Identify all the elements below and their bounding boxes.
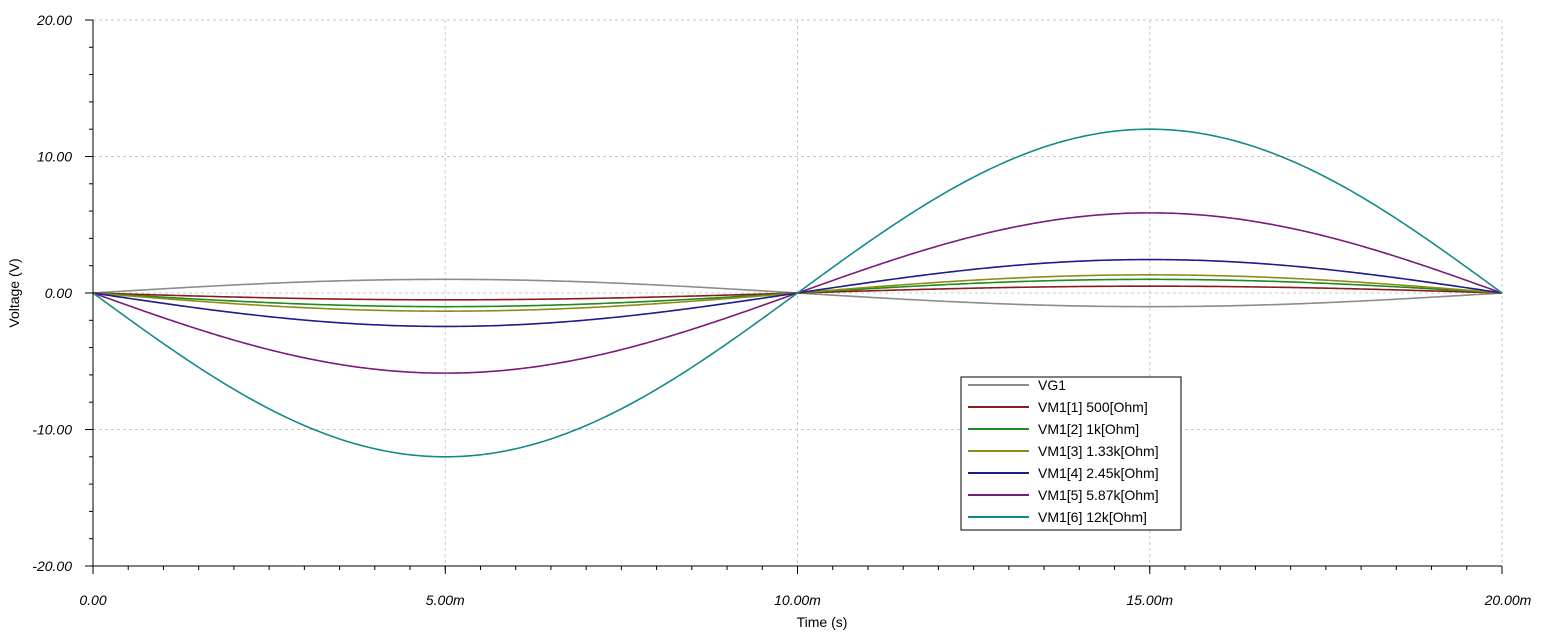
x-tick-label: 20.00m	[1484, 592, 1532, 608]
x-tick-label: 5.00m	[426, 592, 465, 608]
y-tick-label: 10.00	[37, 149, 72, 165]
legend-label: VM1[5] 5.87k[Ohm]	[1038, 487, 1159, 503]
axes	[92, 20, 1502, 567]
y-tick-label: -10.00	[32, 422, 72, 438]
series-lines	[92, 128, 1503, 458]
series-line-7	[92, 128, 1503, 458]
legend-box	[960, 376, 1182, 531]
legend-label: VM1[4] 2.45k[Ohm]	[1038, 465, 1159, 481]
tick-labels: 0.00 5.00m 10.00m 15.00m 20.00m 20.00 10.00 0.0…	[32, 12, 1531, 608]
y-tick-label: -20.00	[32, 558, 72, 574]
legend-label: VG1	[1038, 377, 1066, 393]
legend-label: VM1[3] 1.33k[Ohm]	[1038, 443, 1159, 459]
legend-label: VM1[6] 12k[Ohm]	[1038, 509, 1147, 525]
legend-label: VM1[1] 500[Ohm]	[1038, 399, 1148, 415]
y-tick-label: 0.00	[45, 285, 72, 301]
legend-label: VM1[2] 1k[Ohm]	[1038, 421, 1139, 437]
x-tick-label: 0.00	[79, 592, 106, 608]
y-tick-label: 20.00	[36, 12, 72, 28]
x-tick-label: 15.00m	[1126, 592, 1173, 608]
legend: VG1 VM1[1] 500[Ohm] VM1[2] 1k[Ohm] VM1[3] 1…	[960, 376, 1182, 531]
x-tick-label: 10.00m	[774, 592, 821, 608]
y-axis-label: Voltage (V)	[6, 258, 22, 327]
x-axis-label: Time (s)	[797, 614, 848, 630]
minor-ticks	[85, 19, 1503, 574]
